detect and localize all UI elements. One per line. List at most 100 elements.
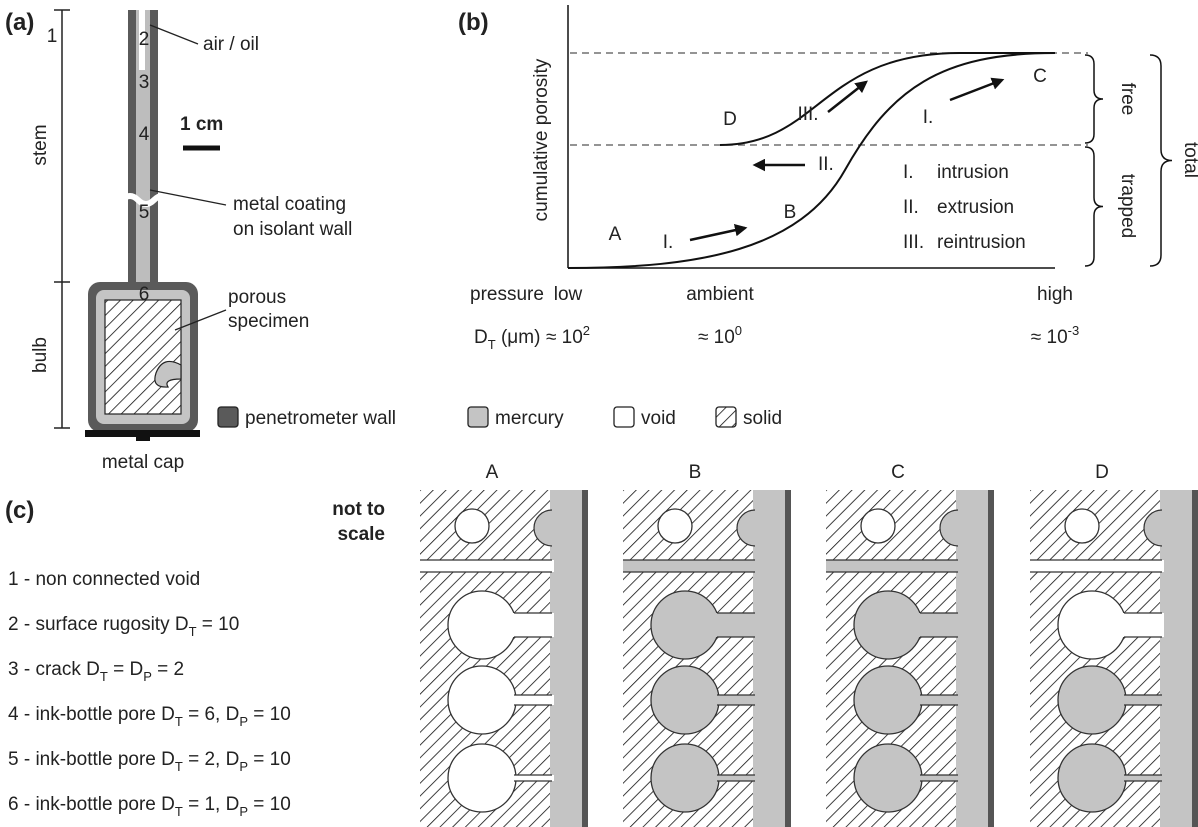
point-label: C — [1033, 66, 1047, 87]
ink-bottle-pore — [650, 743, 720, 813]
step-number: I. — [903, 162, 914, 183]
text-part: ≈ 10 — [546, 327, 583, 348]
pore-item: 6 - ink-bottle pore DT = 1, DP = 10 — [8, 794, 291, 819]
arrow-label: III. — [797, 104, 818, 125]
ink-bottle-pore — [650, 665, 720, 735]
text-part: = 6, D — [183, 704, 240, 725]
pressure-label: low — [554, 284, 583, 305]
mercury — [1162, 490, 1192, 827]
ink-bottle-pore — [1057, 665, 1127, 735]
pore-item: 1 - non connected void — [8, 569, 200, 590]
text-part: = 10 — [248, 704, 291, 725]
pore-item: 2 - surface rugosity DT = 10 — [8, 614, 239, 639]
step-name: intrusion — [937, 162, 1009, 183]
pore-neck — [508, 695, 554, 705]
pore-neck — [914, 775, 960, 781]
intrusion-curve — [567, 52, 1056, 269]
crack — [1030, 560, 1164, 572]
point-label: D — [723, 109, 737, 130]
pore-marker: 1 — [47, 26, 58, 47]
void — [657, 508, 693, 544]
text-part: 2 — [583, 323, 590, 338]
pressure-label: ambient — [686, 284, 754, 305]
text-part: = 10 — [197, 614, 240, 635]
ink-bottle-pore — [1057, 590, 1127, 660]
brace-label: free — [1117, 83, 1138, 116]
void — [1064, 508, 1100, 544]
pore-item: 5 - ink-bottle pore DT = 2, DP = 10 — [8, 749, 291, 774]
pore-neck — [1118, 775, 1164, 781]
mercury — [958, 490, 988, 827]
text-part: 3 - crack D — [8, 659, 100, 680]
panel-label: (a) — [5, 9, 34, 36]
text-part: = 10 — [248, 749, 291, 770]
column-label: B — [689, 462, 702, 483]
text-part: P — [239, 759, 248, 774]
step-name: reintrusion — [937, 232, 1026, 253]
legend-label: solid — [743, 408, 782, 429]
text-part: 4 - ink-bottle pore D — [8, 704, 175, 725]
pore-marker: 2 — [139, 29, 150, 50]
text-part: ≈ 10 — [698, 327, 735, 348]
mercury — [755, 490, 785, 827]
penetrometer-wall — [1192, 490, 1198, 827]
pore-marker: 4 — [139, 124, 150, 145]
diameter-label: ≈ 10-3 — [1031, 323, 1079, 348]
label: on isolant wall — [233, 219, 352, 240]
legend-label: void — [641, 408, 676, 429]
text-part: = 1, D — [183, 794, 240, 815]
pore-neck — [1118, 695, 1164, 705]
pore-neck — [914, 613, 960, 637]
penetrometer — [54, 9, 227, 441]
arrow-label: I. — [923, 107, 934, 128]
crack — [420, 560, 554, 572]
point-label: A — [609, 224, 622, 245]
pore-neck — [508, 613, 554, 637]
pore-item: 3 - crack DT = DP = 2 — [8, 659, 184, 684]
text-part: -3 — [1068, 323, 1080, 338]
column-label: D — [1095, 462, 1109, 483]
ink-bottle-pore — [853, 590, 923, 660]
pore-marker: 5 — [139, 202, 150, 223]
column-label: A — [486, 462, 499, 483]
arrow — [949, 77, 1005, 102]
label: specimen — [228, 311, 309, 332]
label: bulb — [30, 337, 51, 373]
brace — [1084, 54, 1104, 144]
scale-label: 1 cm — [180, 114, 223, 135]
legend-label: mercury — [495, 408, 564, 429]
penetrometer-wall — [785, 490, 791, 827]
panel-label: (b) — [458, 9, 489, 36]
ink-bottle-pore — [650, 590, 720, 660]
brace-label: trapped — [1117, 174, 1138, 238]
brace — [1084, 146, 1104, 267]
text-part: P — [143, 669, 152, 684]
column-label: C — [891, 462, 905, 483]
pressure-label: high — [1037, 284, 1073, 305]
ink-bottle-pore — [853, 743, 923, 813]
pore-schematic — [826, 490, 994, 827]
text-part: (μm) — [496, 327, 541, 348]
note: not to — [332, 499, 385, 520]
text-part: T — [488, 337, 496, 352]
label: stem — [30, 124, 51, 165]
void — [454, 508, 490, 544]
legend-swatch — [217, 406, 239, 428]
label: metal cap — [102, 452, 184, 473]
pore-marker: 6 — [139, 284, 150, 305]
penetrometer-wall — [988, 490, 994, 827]
arrow — [689, 224, 748, 242]
diameter-label: ≈ 100 — [698, 323, 742, 348]
text-part: 5 - ink-bottle pore D — [8, 749, 175, 770]
brace — [1149, 54, 1173, 267]
step-number: III. — [903, 232, 924, 253]
crack — [826, 560, 960, 572]
text-part: P — [239, 804, 248, 819]
step-name: extrusion — [937, 197, 1014, 218]
ink-bottle-pore — [1057, 743, 1127, 813]
label: porous — [228, 287, 286, 308]
ink-bottle-pore — [447, 665, 517, 735]
pore-neck — [1118, 613, 1164, 637]
note: scale — [337, 524, 385, 545]
